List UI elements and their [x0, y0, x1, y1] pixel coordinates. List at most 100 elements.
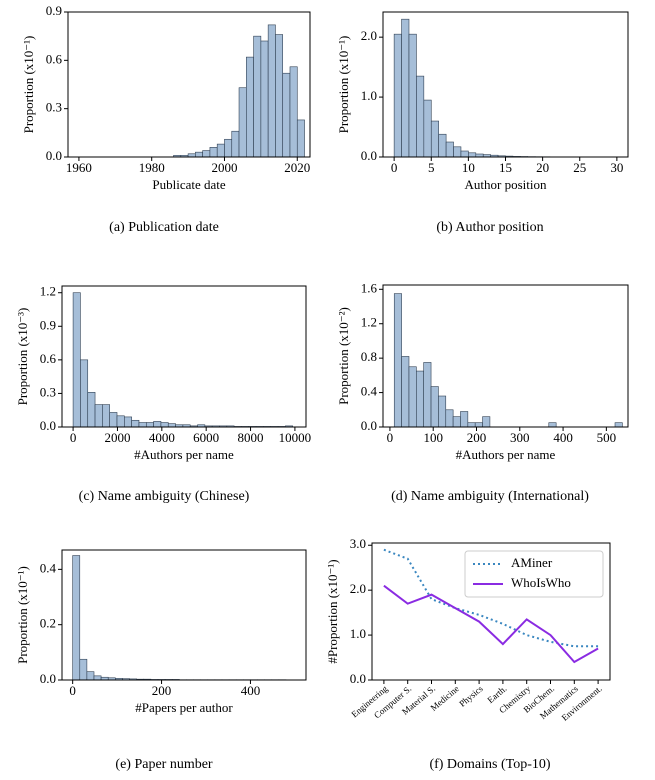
subplot: (b) Author position Proportion (x10⁻¹) 0.0… [336, 11, 629, 235]
y-tick-label: 0.0 [361, 418, 377, 433]
y-tick-label: 0.0 [46, 148, 62, 163]
bar [482, 416, 491, 428]
x-tick-label: 0 [391, 160, 398, 175]
bar [289, 66, 298, 158]
caption: (d) Name ambiguity (International) [391, 489, 589, 504]
bar [94, 404, 103, 428]
bar [468, 152, 477, 158]
y-axis-label: Proportion (x10⁻¹) [21, 36, 36, 134]
bar [160, 422, 169, 428]
bar [209, 147, 218, 158]
x-tick-label: 25 [573, 160, 586, 175]
bar [238, 87, 247, 158]
x-tick-label: 6000 [193, 430, 219, 445]
bar [72, 555, 81, 681]
bar [102, 404, 110, 428]
x-tick-label: 200 [467, 430, 487, 445]
bar [423, 99, 432, 158]
bar [452, 416, 461, 428]
y-tick-label: 0.4 [40, 560, 57, 575]
bar [224, 138, 233, 158]
bar [246, 56, 254, 158]
plot-frame [61, 549, 307, 681]
x-tick-label: 0 [69, 683, 76, 698]
subplot: (a) Publication date Proportion (x10⁻¹) 0.… [21, 3, 311, 235]
bar [408, 33, 417, 158]
y-tick-label: 0.0 [40, 418, 56, 433]
caption: (a) Publication date [109, 220, 219, 235]
y-tick-label: 1.2 [40, 284, 56, 299]
x-tick-label: 300 [510, 430, 530, 445]
bar [86, 671, 95, 681]
x-tick-label: 2000 [104, 430, 130, 445]
bar [195, 151, 203, 158]
x-tick-label: 0 [387, 430, 394, 445]
y-tick-label: 0.6 [40, 351, 57, 366]
y-tick-label: 0.3 [46, 100, 62, 115]
bar [124, 416, 132, 428]
caption: (b) Author position [436, 220, 543, 235]
caption: (c) Name ambiguity (Chinese) [79, 489, 250, 504]
y-axis-label: #Proportion (x10⁻¹) [325, 559, 340, 663]
x-tick-label: 1980 [139, 160, 165, 175]
y-tick-label: 0.4 [361, 384, 378, 399]
y-tick-label: 1.0 [350, 626, 366, 641]
x-axis-label: Publicate date [152, 177, 226, 192]
line [383, 584, 599, 664]
y-tick-label: 0.2 [40, 616, 56, 631]
bar [253, 35, 262, 158]
x-tick-label: 400 [553, 430, 573, 445]
x-tick-label: 15 [499, 160, 512, 175]
bar [445, 141, 454, 158]
x-tick-label: 400 [241, 683, 261, 698]
x-tick-label: 200 [152, 683, 172, 698]
bar [153, 421, 162, 428]
y-axis-label: Proportion (x10⁻²) [336, 307, 351, 405]
x-tick-label: 8000 [238, 430, 264, 445]
x-tick-label: Physics [457, 683, 485, 709]
y-tick-label: 1.6 [361, 280, 378, 295]
bar [72, 292, 81, 428]
bar [296, 119, 305, 158]
x-tick-label: 500 [597, 430, 617, 445]
bar [79, 658, 88, 681]
y-tick-label: 0.0 [40, 671, 56, 686]
bar [438, 133, 447, 158]
x-tick-label: 4000 [149, 430, 175, 445]
x-tick-label: 0 [70, 430, 77, 445]
plot-frame [67, 11, 311, 158]
bar [267, 24, 276, 158]
bar [167, 423, 176, 428]
bar [109, 412, 118, 428]
bar [275, 34, 284, 158]
x-tick-label: 5 [428, 160, 435, 175]
y-tick-label: 2.0 [361, 28, 377, 43]
x-tick-label: 2000 [211, 160, 237, 175]
bar [460, 150, 469, 158]
bar [416, 370, 424, 428]
subplot: (e) Paper number Proportion (x10⁻¹) 0.0 0.2… [15, 549, 307, 772]
bar [445, 409, 454, 428]
bar [408, 366, 417, 428]
x-tick-label: 10 [462, 160, 475, 175]
legend-box [464, 550, 604, 598]
subplot: (c) Name ambiguity (Chinese) Proportion (… [15, 284, 311, 505]
y-tick-label: 3.0 [350, 536, 366, 551]
x-tick-label: 20 [536, 160, 549, 175]
y-axis-label: Proportion (x10⁻³) [15, 308, 30, 406]
bar [438, 395, 447, 428]
y-tick-label: 0.0 [361, 148, 377, 163]
bar [116, 415, 125, 428]
plot-frame [371, 542, 611, 681]
bar [430, 120, 439, 158]
y-tick-label: 0.6 [46, 51, 63, 66]
x-tick-label: 1960 [66, 160, 92, 175]
x-tick-label: 2020 [284, 160, 310, 175]
bar [453, 146, 462, 158]
bar [416, 75, 425, 158]
bar [423, 362, 432, 428]
subplot: (d) Name ambiguity (International) Propor… [336, 280, 629, 504]
legend-label: WhoIsWho [511, 575, 571, 590]
y-tick-label: 0.0 [350, 671, 366, 686]
bar [138, 422, 147, 428]
